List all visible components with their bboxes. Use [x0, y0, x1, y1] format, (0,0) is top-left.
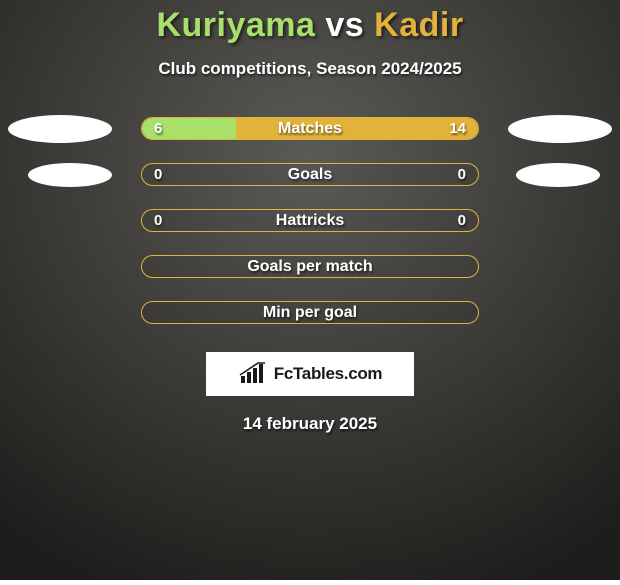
value-player1: 6	[154, 120, 162, 137]
player1-marker	[8, 115, 112, 143]
value-player1: 0	[154, 212, 162, 229]
stat-bar-hattricks: 0 0 Hattricks	[141, 209, 479, 232]
stat-bar-matches: 6 14 Matches	[141, 117, 479, 140]
fill-player2	[236, 118, 478, 139]
title-vs: vs	[325, 6, 364, 44]
player2-marker	[508, 115, 612, 143]
stat-bar-mpg: Min per goal	[141, 301, 479, 324]
stat-row-mpg: Min per goal	[0, 301, 620, 324]
subtitle: Club competitions, Season 2024/2025	[158, 59, 461, 79]
date: 14 february 2025	[243, 414, 377, 434]
value-player1: 0	[154, 166, 162, 183]
player1-marker	[28, 163, 112, 187]
logo-box: FcTables.com	[206, 352, 414, 396]
value-player2: 0	[458, 212, 466, 229]
stat-label: Min per goal	[263, 304, 357, 322]
stat-label: Hattricks	[276, 212, 344, 230]
title-player1: Kuriyama	[156, 6, 315, 44]
value-player2: 0	[458, 166, 466, 183]
stat-row-matches: 6 14 Matches	[0, 117, 620, 140]
stat-label: Goals	[288, 166, 332, 184]
stat-row-hattricks: 0 0 Hattricks	[0, 209, 620, 232]
stat-label: Goals per match	[247, 258, 372, 276]
title-player2: Kadir	[374, 6, 463, 44]
page-title: Kuriyama vs Kadir	[156, 6, 463, 45]
stat-bar-gpm: Goals per match	[141, 255, 479, 278]
stat-row-goals: 0 0 Goals	[0, 163, 620, 186]
stat-row-gpm: Goals per match	[0, 255, 620, 278]
player2-marker	[516, 163, 600, 187]
stat-bar-goals: 0 0 Goals	[141, 163, 479, 186]
chart-icon	[238, 362, 268, 386]
comparison-bars: 6 14 Matches 0 0 Goals 0 0 Hattricks Goals per ma…	[0, 117, 620, 324]
value-player2: 14	[449, 120, 466, 137]
content-root: Kuriyama vs Kadir Club competitions, Sea…	[0, 0, 620, 580]
logo-text: FcTables.com	[274, 364, 383, 384]
stat-label: Matches	[278, 120, 342, 138]
